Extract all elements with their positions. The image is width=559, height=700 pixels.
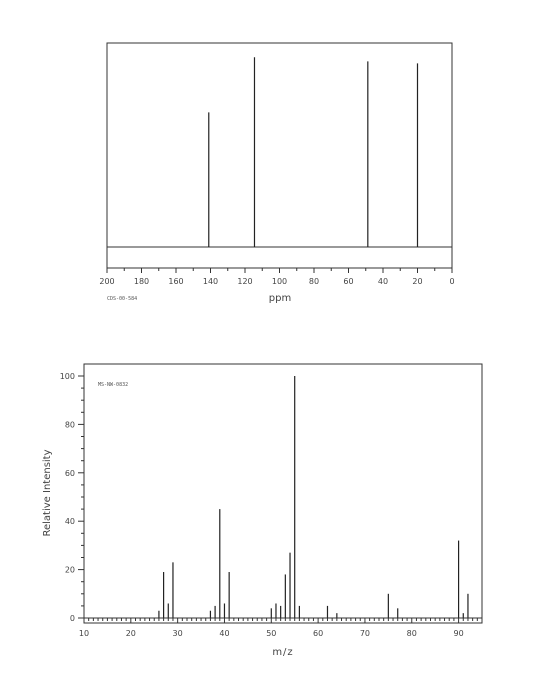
ms-x-tick-label: 30 — [173, 629, 183, 638]
ms-code-label: MS-NW-0832 — [98, 382, 128, 388]
nmr-spectrum-chart: 200 180 160 140 120 100 80 60 40 20 0 CDS-00-584 p… — [99, 42, 455, 304]
ms-x-axis-label: m/z — [272, 647, 293, 658]
ms-x-tick-label: 60 — [313, 629, 323, 638]
nmr-peaks — [208, 57, 419, 247]
nmr-tick-label: 60 — [343, 277, 353, 286]
ms-x-tick-label: 90 — [453, 629, 463, 638]
nmr-x-axis: 200 180 160 140 120 100 80 60 40 20 0 — [99, 268, 455, 286]
ms-x-tick-label: 40 — [219, 629, 229, 638]
ms-x-tick-label: 10 — [79, 629, 89, 638]
nmr-tick-label: 200 — [99, 277, 114, 286]
nmr-tick-label: 160 — [168, 277, 183, 286]
ms-x-axis: 10 20 30 40 50 60 70 80 90 — [79, 618, 483, 638]
ms-y-tick-label: 80 — [65, 420, 75, 429]
ms-y-tick-label: 100 — [60, 372, 75, 381]
ms-plot-frame — [83, 363, 483, 624]
nmr-tick-label: 0 — [449, 277, 454, 286]
nmr-x-axis-label: ppm — [269, 293, 291, 304]
ms-y-axis-label: Relative Intensity — [42, 449, 53, 536]
nmr-tick-label: 80 — [309, 277, 319, 286]
nmr-tick-label: 180 — [134, 277, 149, 286]
ms-x-tick-label: 50 — [266, 629, 276, 638]
ms-x-tick-label: 20 — [126, 629, 136, 638]
ms-y-tick-label: 40 — [65, 517, 75, 526]
ms-x-tick-label: 80 — [407, 629, 417, 638]
ms-y-tick-label: 0 — [70, 614, 75, 623]
ms-peaks — [84, 376, 482, 619]
nmr-tick-label: 100 — [272, 277, 287, 286]
ms-x-tick-label: 70 — [360, 629, 370, 638]
ms-y-tick-label: 60 — [65, 469, 75, 478]
nmr-code-label: CDS-00-584 — [107, 296, 137, 302]
nmr-tick-label: 140 — [203, 277, 218, 286]
nmr-tick-label: 120 — [237, 277, 252, 286]
ms-y-axis: 0 20 40 60 80 100 — [60, 372, 84, 623]
ms-y-tick-label: 20 — [65, 566, 75, 575]
nmr-tick-label: 20 — [412, 277, 422, 286]
nmr-plot-frame — [106, 42, 453, 269]
nmr-tick-label: 40 — [378, 277, 388, 286]
